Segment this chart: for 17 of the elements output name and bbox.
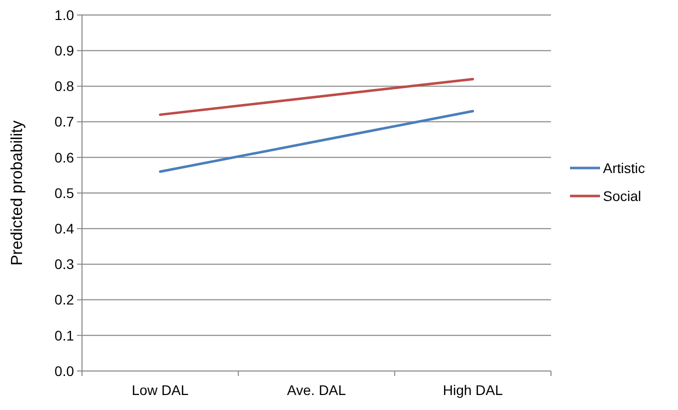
y-tick-label: 0.4 bbox=[54, 220, 74, 236]
y-axis-title: Predicted probability bbox=[9, 120, 26, 266]
legend-label: Artistic bbox=[603, 160, 645, 176]
y-tick-label: 1.0 bbox=[54, 6, 74, 23]
x-tick-label: Low DAL bbox=[132, 382, 189, 398]
legend-label: Social bbox=[603, 188, 642, 204]
y-tick-label: 0.7 bbox=[54, 114, 74, 130]
y-tick-label: 0.3 bbox=[54, 256, 74, 272]
y-tick-label: 0.0 bbox=[54, 362, 74, 379]
y-tick-label: 0.2 bbox=[54, 292, 74, 308]
y-tick-label: 0.6 bbox=[54, 149, 74, 166]
y-tick-label: 0.9 bbox=[54, 42, 74, 58]
y-tick-label: 0.1 bbox=[54, 327, 74, 344]
x-tick-label: Ave. DAL bbox=[287, 382, 346, 398]
x-tick-label: High DAL bbox=[442, 382, 504, 398]
y-tick-label: 0.5 bbox=[54, 184, 74, 201]
y-tick-label: 0.8 bbox=[54, 78, 74, 94]
